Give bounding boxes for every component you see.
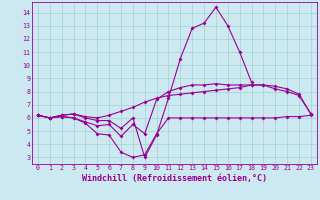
X-axis label: Windchill (Refroidissement éolien,°C): Windchill (Refroidissement éolien,°C) xyxy=(82,174,267,183)
